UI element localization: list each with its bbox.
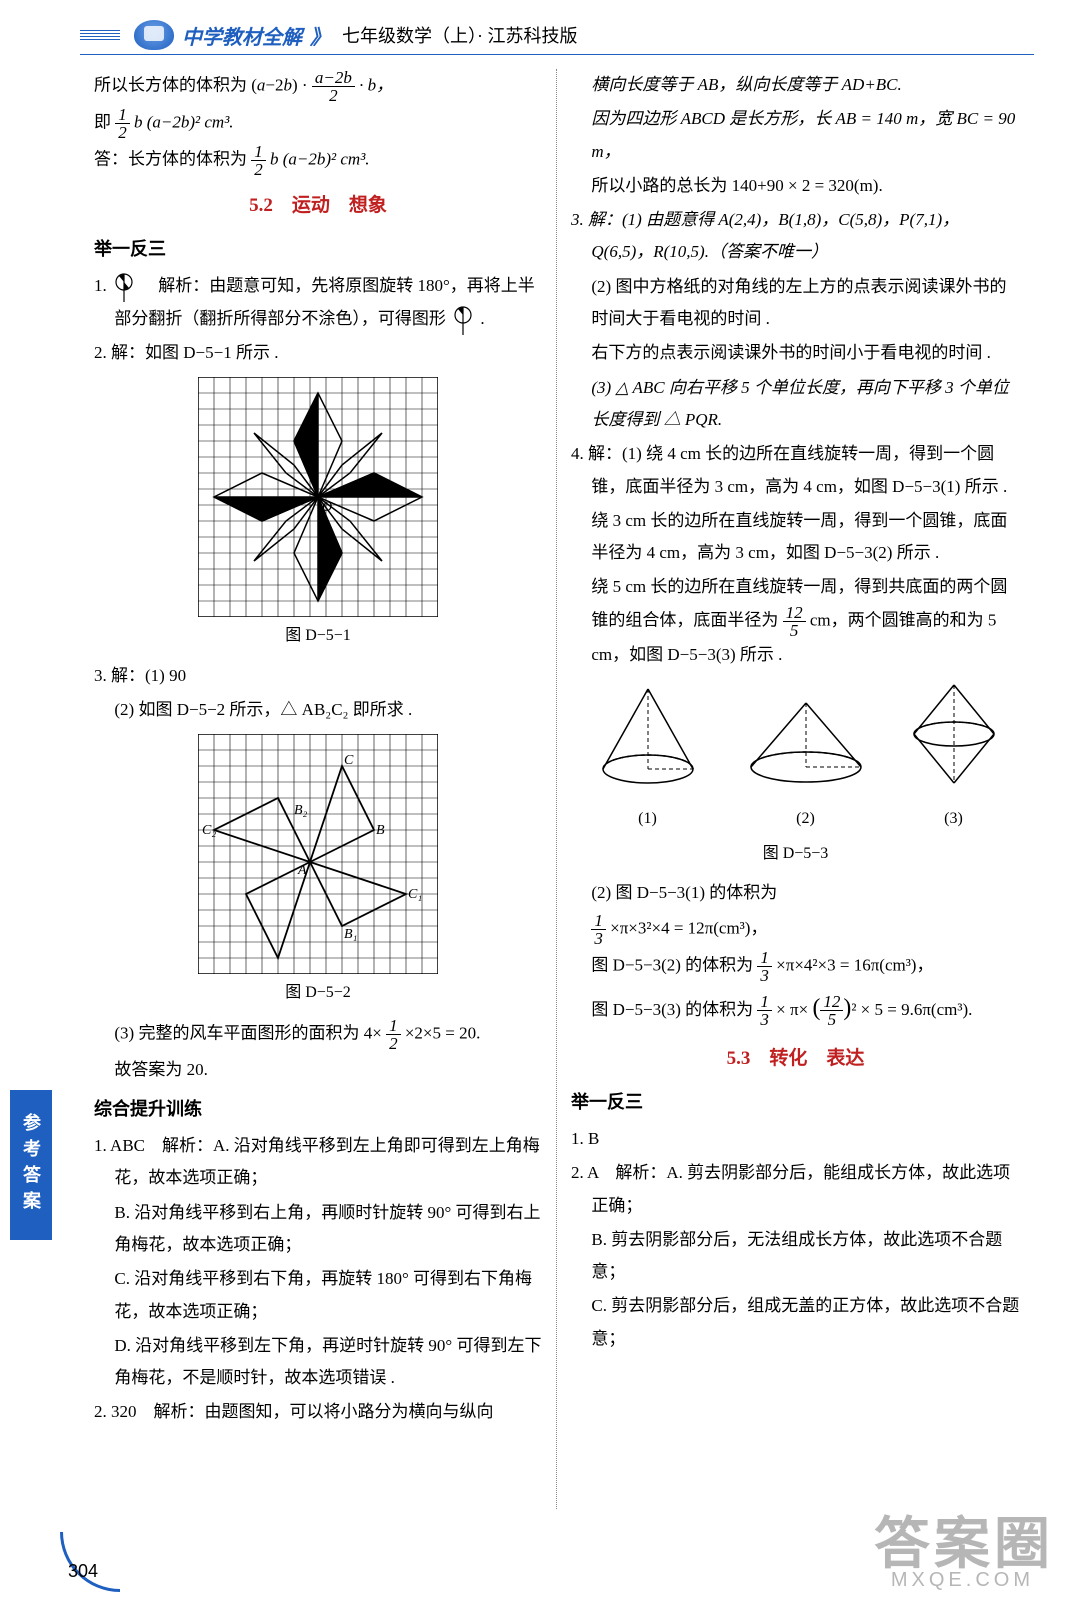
- left-z2: 2. 320 解析：由题图知，可以将小路分为横向与纵向: [94, 1396, 542, 1428]
- right-r8: 4. 解：(1) 绕 4 cm 长的边所在直线旋转一周，得到一个圆锥，底面半径为…: [571, 438, 1020, 503]
- svg-text:C₂: C₂: [202, 823, 216, 838]
- side-tab-answers: 参考答案: [10, 1090, 52, 1240]
- right-r4: 3. 解：(1) 由题意得 A(2,4)，B(1,8)，C(5,8)，P(7,1…: [571, 204, 1020, 269]
- right-r3: 所以小路的总长为 140+90 × 2 = 320(m).: [571, 170, 1020, 202]
- left-z1d: D. 沿对角线平移到左下角，再逆时针旋转 90° 可得到左下角梅花，不是顺时针，…: [94, 1330, 542, 1395]
- right-r1: 横向长度等于 AB，纵向长度等于 AD+BC.: [571, 69, 1020, 101]
- left-z1: 1. ABC 解析：A. 沿对角线平移到左上角即可得到左上角梅花，故本选项正确；: [94, 1130, 542, 1195]
- right-j2c: C. 剪去阴影部分后，组成无盖的正方体，故此选项不合题意；: [571, 1290, 1020, 1355]
- svg-text:O: O: [322, 500, 332, 515]
- right-r2: 因为四边形 ABCD 是长方形，长 AB = 140 m，宽 BC = 90 m…: [571, 103, 1020, 168]
- figure-d-5-1: O: [198, 377, 438, 617]
- figure-d-5-1-label: 图 D−5−1: [94, 621, 542, 651]
- figure-d-5-2-label: 图 D−5−2: [94, 978, 542, 1008]
- header-title-sub: 七年级数学（上）· 江苏科技版: [342, 22, 578, 48]
- right-column: 横向长度等于 AB，纵向长度等于 AD+BC. 因为四边形 ABCD 是长方形，…: [557, 69, 1034, 1509]
- header-title-arrow: 》: [310, 21, 330, 50]
- left-q1: 1. 解析：由题意可知，先将原图旋转 180°，再将上半部分翻折（翻折所得部分不…: [94, 270, 542, 335]
- left-p1: 所以长方体的体积为 (a−2b) · a−2b2 · b，: [94, 69, 542, 104]
- right-r10: 绕 5 cm 长的边所在直线旋转一周，得到共底面的两个圆锥的组合体，底面半径为 …: [571, 571, 1020, 671]
- left-q3a: 3. 解：(1) 90: [94, 660, 542, 692]
- cone-1-icon: [588, 679, 708, 789]
- header-title-main: 中学教材全解: [182, 21, 302, 50]
- figure-d-5-2: A B C B₁ C₁ B₂ C₂: [198, 734, 438, 974]
- svg-text:C: C: [344, 753, 354, 768]
- right-j1: 1. B: [571, 1123, 1020, 1155]
- heading-juyi-right: 举一反三: [571, 1085, 1020, 1119]
- pinwheel-glyph-result-icon: [450, 305, 476, 335]
- svg-text:B: B: [376, 823, 385, 838]
- right-r6: 右下方的点表示阅读课外书的时间小于看电视的时间 .: [571, 337, 1020, 369]
- svg-text:A: A: [297, 863, 307, 878]
- right-r14: 图 D−5−3(3) 的体积为 13 × π× (125)² × 5 = 9.6…: [571, 986, 1020, 1031]
- heading-zonghe: 综合提升训练: [94, 1092, 542, 1126]
- right-r12: 13 ×π×3²×4 = 12π(cm³)，: [571, 912, 1020, 947]
- svg-text:C₁: C₁: [408, 887, 422, 902]
- right-r7: (3) △ ABC 向右平移 5 个单位长度，再向下平移 3 个单位长度得到 △…: [571, 372, 1020, 437]
- section-title-53: 5.3 转化 表达: [571, 1041, 1020, 1077]
- svg-text:B₁: B₁: [344, 927, 357, 942]
- left-column: 所以长方体的体积为 (a−2b) · a−2b2 · b， 即 12 b (a−…: [80, 69, 557, 1509]
- figure-d-5-3-label: 图 D−5−3: [571, 839, 1020, 869]
- section-title-52: 5.2 运动 想象: [94, 188, 542, 224]
- watermark-main: 答案圈: [874, 1499, 1054, 1580]
- left-p3: 答：长方体的体积为 12 b (a−2b)² cm³.: [94, 143, 542, 178]
- page-number: 304: [68, 1561, 98, 1582]
- book-logo-icon: [134, 20, 174, 50]
- right-r9: 绕 3 cm 长的边所在直线旋转一周，得到一个圆锥，底面半径为 4 cm，高为 …: [571, 505, 1020, 570]
- page-header: 中学教材全解 》 七年级数学（上）· 江苏科技版: [80, 20, 1034, 55]
- right-r5: (2) 图中方格纸的对角线的左上方的点表示阅读课外书的时间大于看电视的时间 .: [571, 271, 1020, 336]
- right-r13: 图 D−5−3(2) 的体积为 13 ×π×4²×3 = 16π(cm³)，: [571, 949, 1020, 984]
- svg-text:B₂: B₂: [294, 803, 308, 818]
- left-q2: 2. 解：如图 D−5−1 所示 .: [94, 337, 542, 369]
- left-z1b: B. 沿对角线平移到右上角，再顺时针旋转 90° 可得到右上角梅花，故本选项正确…: [94, 1197, 542, 1262]
- right-r11: (2) 图 D−5−3(1) 的体积为: [571, 877, 1020, 909]
- left-p2: 即 12 b (a−2b)² cm³.: [94, 106, 542, 141]
- figure-d-5-3: (1) (2): [571, 679, 1020, 835]
- watermark-sub: MXQE.COM: [891, 1569, 1034, 1592]
- header-decor-lines: [80, 30, 120, 40]
- left-q3c2: 故答案为 20.: [94, 1054, 542, 1086]
- heading-juyi-left: 举一反三: [94, 232, 542, 266]
- bicone-3-icon: [904, 679, 1004, 789]
- pinwheel-glyph-icon: [111, 272, 137, 302]
- left-q3c: (3) 完整的风车平面图形的面积为 4× 12 ×2×5 = 20.: [94, 1017, 542, 1052]
- left-q3b: (2) 如图 D−5−2 所示，△ AB₂C₂ 即所求 .: [94, 694, 542, 726]
- cone-2-icon: [741, 689, 871, 789]
- right-j2: 2. A 解析：A. 剪去阴影部分后，能组成长方体，故此选项正确；: [571, 1157, 1020, 1222]
- left-z1c: C. 沿对角线平移到右下角，再旋转 180° 可得到右下角梅花，故本选项正确；: [94, 1263, 542, 1328]
- right-j2b: B. 剪去阴影部分后，无法组成长方体，故此选项不合题意；: [571, 1224, 1020, 1289]
